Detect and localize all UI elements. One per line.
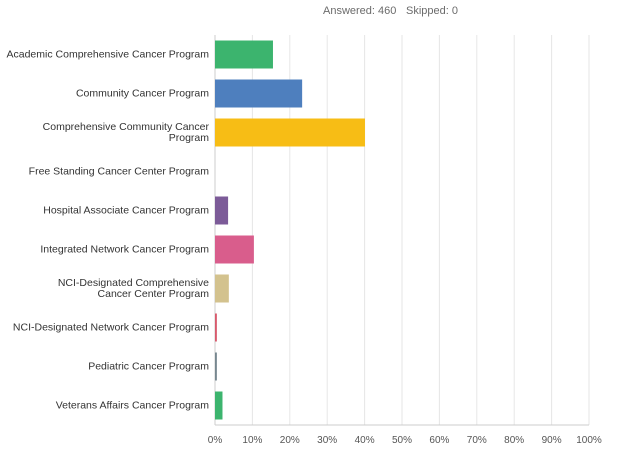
y-tick-label: Veterans Affairs Cancer Program — [55, 399, 209, 411]
y-tick-label: NCI-Designated Network Cancer Program — [12, 321, 209, 333]
bar — [215, 40, 273, 69]
bar — [215, 235, 254, 264]
y-tick-label: Hospital Associate Cancer Program — [43, 204, 209, 216]
answered-count: Answered: 460 — [323, 5, 397, 17]
x-tick-label: 40% — [354, 435, 375, 446]
y-tick-label: Integrated Network Cancer Program — [40, 243, 209, 255]
y-tick-label: Comprehensive Community Cancer Program — [42, 120, 209, 144]
y-tick-label: Pediatric Cancer Program — [88, 360, 209, 372]
bar — [215, 196, 229, 225]
x-tick-label: 70% — [466, 435, 487, 446]
x-tick-label: 20% — [279, 435, 300, 446]
bar — [215, 79, 303, 108]
skipped-count: Skipped: 0 — [406, 5, 458, 17]
y-tick-label: NCI-Designated Comprehensive Cancer Cent… — [57, 276, 209, 300]
bar — [215, 274, 229, 303]
y-tick-label: Academic Comprehensive Cancer Program — [6, 48, 210, 60]
x-tick-label: 80% — [504, 435, 525, 446]
bar — [215, 352, 217, 381]
x-tick-label: 30% — [317, 435, 338, 446]
bar — [215, 118, 365, 147]
x-tick-label: 0% — [207, 435, 223, 446]
y-tick-label: Free Standing Cancer Center Program — [28, 165, 209, 177]
x-tick-label: 10% — [242, 435, 263, 446]
y-tick-label: Community Cancer Program — [75, 87, 209, 99]
x-tick-label: 90% — [541, 435, 562, 446]
x-tick-label: 50% — [391, 435, 413, 446]
x-tick-label: 100% — [576, 435, 602, 446]
bar — [215, 391, 223, 420]
x-tick-label: 60% — [429, 435, 450, 446]
bar — [215, 313, 217, 342]
